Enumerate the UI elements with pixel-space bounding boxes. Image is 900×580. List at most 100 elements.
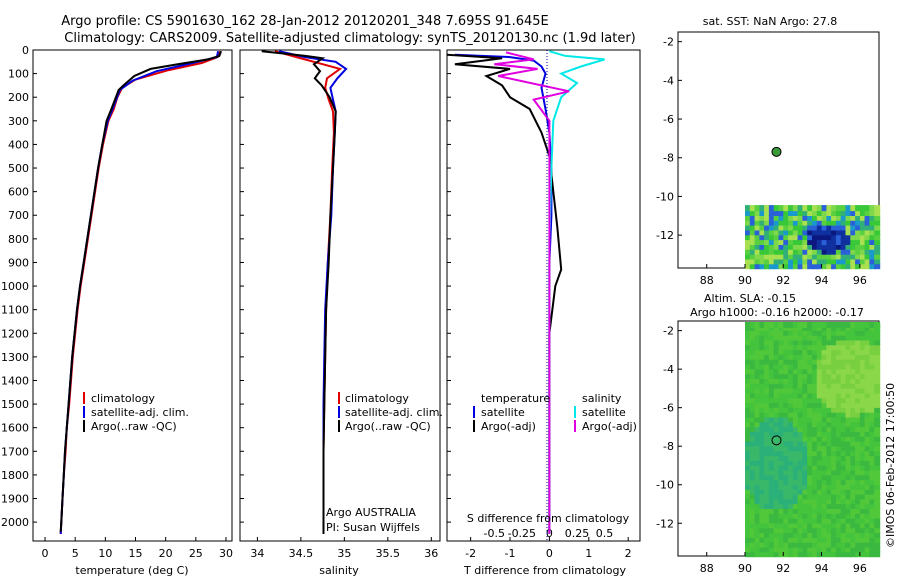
sla-cell — [797, 459, 804, 466]
sla-cell — [845, 488, 852, 495]
sla-cell — [764, 454, 771, 461]
sst-cell — [831, 214, 838, 221]
sla-cell — [768, 392, 775, 399]
sst-cell — [845, 253, 852, 260]
sla-cell — [855, 411, 862, 418]
sla-cell — [797, 464, 804, 471]
sla-cell — [768, 454, 775, 461]
sla-cell — [788, 522, 795, 529]
sla-cell — [816, 454, 823, 461]
sla-cell — [826, 464, 833, 471]
sla-cell — [749, 531, 756, 538]
sla-cell — [864, 469, 871, 476]
sla-cell — [855, 358, 862, 365]
sla-cell — [802, 546, 809, 553]
sst-cell — [855, 229, 862, 236]
sst-cell — [754, 224, 761, 231]
sst-map-xtick-label: 94 — [815, 274, 829, 287]
sla-cell — [783, 531, 790, 538]
sla-cell — [821, 397, 828, 404]
sla-cell — [845, 353, 852, 360]
sst-cell — [797, 239, 804, 245]
sla-map-xtick-label: 88 — [700, 562, 714, 575]
sla-cell — [874, 382, 881, 389]
sst-cell — [759, 263, 766, 270]
sla-cell — [773, 339, 780, 346]
sst-cell — [773, 214, 780, 221]
sla-cell — [855, 339, 862, 346]
sla-cell — [835, 445, 842, 452]
sla-cell — [778, 483, 785, 490]
sst-cell — [788, 229, 795, 236]
sla-cell — [816, 498, 823, 505]
sla-cell — [792, 329, 799, 336]
sst-cell — [797, 214, 804, 221]
sla-cell — [792, 474, 799, 481]
sla-cell — [745, 358, 751, 365]
sla-cell — [869, 368, 876, 375]
sla-cell — [802, 440, 809, 447]
sla-cell — [802, 527, 809, 534]
sla-cell — [768, 368, 775, 375]
sla-cell — [835, 377, 842, 384]
sst-cell — [797, 229, 804, 236]
sla-cell — [745, 531, 751, 538]
sla-cell — [802, 483, 809, 490]
sla-cell — [812, 464, 818, 471]
sla-cell — [773, 488, 780, 495]
depth-tick-label: 1900 — [1, 493, 29, 506]
sst-cell — [773, 239, 780, 245]
sla-cell — [850, 339, 857, 346]
sst-cell — [749, 210, 756, 216]
sla-cell — [788, 435, 795, 442]
sla-cell — [764, 517, 771, 524]
sst-cell — [773, 258, 780, 265]
sla-cell — [788, 401, 795, 408]
sla-cell — [807, 363, 814, 370]
sla-cell — [845, 536, 852, 543]
sst-cell — [831, 224, 838, 231]
sla-cell — [788, 339, 795, 346]
sla-cell — [759, 392, 766, 399]
sla-cell — [788, 411, 795, 418]
sst-map-xtick-label: 88 — [700, 274, 714, 287]
sst-cell — [745, 248, 751, 255]
sla-cell — [773, 435, 780, 442]
sst-cell — [807, 219, 814, 226]
sla-cell — [869, 517, 876, 524]
sla-cell — [869, 483, 876, 490]
sst-cell — [855, 258, 862, 265]
sla-cell — [749, 541, 756, 548]
sla-cell — [754, 551, 761, 558]
sla-cell — [816, 401, 823, 408]
sla-cell — [835, 348, 842, 355]
sla-cell — [807, 435, 814, 442]
sla-cell — [792, 512, 799, 519]
sla-cell — [812, 382, 818, 389]
sla-cell — [749, 344, 756, 351]
sst-cell — [821, 210, 828, 216]
sla-cell — [869, 358, 876, 365]
sla-cell — [768, 353, 775, 360]
sst-cell — [797, 210, 804, 216]
sla-cell — [874, 469, 881, 476]
sst-cell — [864, 210, 871, 216]
sla-cell — [749, 512, 756, 519]
sla-cell — [845, 541, 852, 548]
sla-cell — [855, 353, 862, 360]
sla-cell — [759, 493, 766, 500]
sla-cell — [816, 358, 823, 365]
sst-cell — [797, 243, 804, 250]
sla-cell — [773, 522, 780, 529]
temperature-series-argo-raw-qc- — [59, 50, 223, 532]
sst-cell — [802, 239, 809, 245]
sla-cell — [745, 344, 751, 351]
sst-cell — [792, 253, 799, 260]
sla-cell — [802, 454, 809, 461]
sla-cell — [831, 450, 838, 457]
sla-cell — [869, 430, 876, 437]
sla-cell — [759, 353, 766, 360]
sla-cell — [797, 440, 804, 447]
sst-cell — [840, 253, 847, 260]
sla-cell — [869, 450, 876, 457]
